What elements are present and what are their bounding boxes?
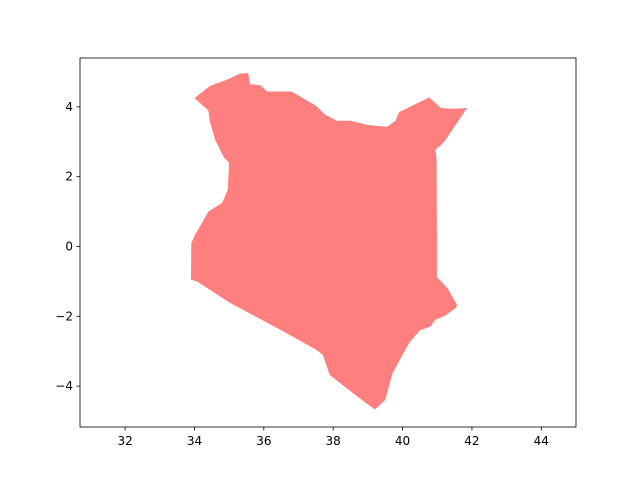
plot-frame — [79, 57, 577, 428]
y-tick-label: 0 — [65, 240, 73, 254]
x-tick-label: 42 — [464, 434, 479, 448]
y-axis-ticks: −4 −2 0 2 4 — [55, 100, 80, 393]
y-tick-label: −2 — [55, 309, 73, 323]
x-tick-label: 38 — [326, 434, 341, 448]
x-tick-label: 34 — [187, 434, 202, 448]
x-axis-ticks: 32 34 36 38 40 42 44 — [117, 427, 549, 448]
x-tick-label: 36 — [256, 434, 271, 448]
y-tick-label: 4 — [65, 100, 73, 114]
x-tick-label: 44 — [534, 434, 549, 448]
x-tick-label: 32 — [117, 434, 132, 448]
x-tick-label: 40 — [395, 434, 410, 448]
y-tick-label: 2 — [65, 170, 73, 184]
kenya-country-shape — [191, 73, 468, 410]
y-tick-label: −4 — [55, 379, 73, 393]
